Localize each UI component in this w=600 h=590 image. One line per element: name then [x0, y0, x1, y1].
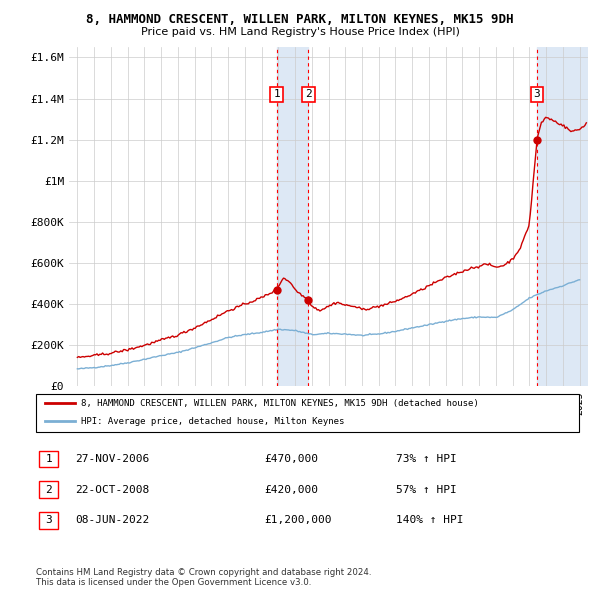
Text: 57% ↑ HPI: 57% ↑ HPI [396, 485, 457, 494]
Text: 140% ↑ HPI: 140% ↑ HPI [396, 516, 463, 525]
Text: 8, HAMMOND CRESCENT, WILLEN PARK, MILTON KEYNES, MK15 9DH: 8, HAMMOND CRESCENT, WILLEN PARK, MILTON… [86, 13, 514, 26]
Text: 22-OCT-2008: 22-OCT-2008 [75, 485, 149, 494]
Text: 27-NOV-2006: 27-NOV-2006 [75, 454, 149, 464]
Bar [537, 47, 588, 386]
Text: 8, HAMMOND CRESCENT, WILLEN PARK, MILTON KEYNES, MK15 9DH (detached house): 8, HAMMOND CRESCENT, WILLEN PARK, MILTON… [81, 399, 479, 408]
Bar [277, 47, 308, 386]
Text: 2: 2 [45, 485, 52, 494]
Text: £1,200,000: £1,200,000 [264, 516, 331, 525]
Text: Contains HM Land Registry data © Crown copyright and database right 2024.
This d: Contains HM Land Registry data © Crown c… [36, 568, 371, 587]
Text: £420,000: £420,000 [264, 485, 318, 494]
Text: £470,000: £470,000 [264, 454, 318, 464]
Text: 08-JUN-2022: 08-JUN-2022 [75, 516, 149, 525]
Text: 3: 3 [45, 516, 52, 525]
Text: 1: 1 [273, 90, 280, 100]
Text: 2: 2 [305, 90, 312, 100]
Text: HPI: Average price, detached house, Milton Keynes: HPI: Average price, detached house, Milt… [81, 417, 344, 425]
Text: Price paid vs. HM Land Registry's House Price Index (HPI): Price paid vs. HM Land Registry's House … [140, 27, 460, 37]
Text: 73% ↑ HPI: 73% ↑ HPI [396, 454, 457, 464]
Text: 3: 3 [533, 90, 541, 100]
Text: 1: 1 [45, 454, 52, 464]
